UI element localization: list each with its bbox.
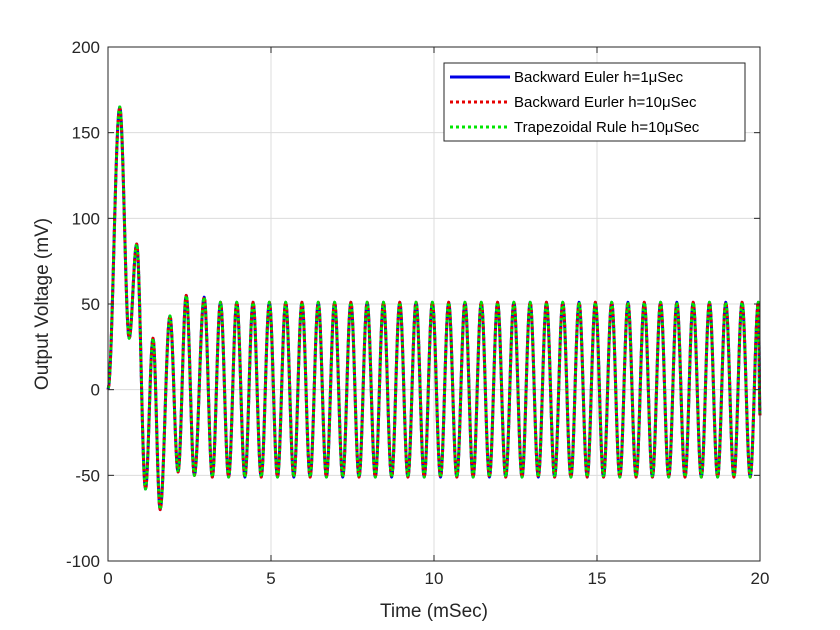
x-tick-label-4: 20 bbox=[751, 569, 770, 588]
legend-entry-trapezoidal-10us: Trapezoidal Rule h=10μSec bbox=[514, 119, 700, 136]
legend-unit-2: μSec bbox=[665, 119, 700, 136]
y-tick-label-1: -50 bbox=[75, 466, 100, 485]
legend-label-1: Backward Eurler h=10 bbox=[514, 94, 662, 111]
legend-label-0: Backward Euler h=1 bbox=[514, 69, 649, 86]
series-line-trapezoidal-10us bbox=[106, 105, 762, 512]
x-tick-label-3: 15 bbox=[588, 569, 607, 588]
y-tick-label-3: 50 bbox=[81, 295, 100, 314]
y-tick-label-4: 100 bbox=[72, 209, 100, 228]
x-tick-label-0: 0 bbox=[103, 569, 112, 588]
x-axis-label: Time (mSec) bbox=[380, 601, 488, 622]
legend: Backward Euler h=1μSec Backward Eurler h… bbox=[443, 62, 746, 142]
x-tick-label-1: 5 bbox=[266, 569, 275, 588]
legend-label-2: Trapezoidal Rule h=10 bbox=[514, 119, 665, 136]
series-layer bbox=[106, 105, 762, 512]
y-tick-label-6: 200 bbox=[72, 38, 100, 57]
legend-unit-0: μSec bbox=[649, 69, 684, 86]
y-tick-label-5: 150 bbox=[72, 124, 100, 143]
ticks bbox=[107, 46, 761, 562]
x-tick-label-2: 10 bbox=[425, 569, 444, 588]
y-axis-label: Output Voltage (mV) bbox=[32, 218, 53, 390]
y-tick-label-0: -100 bbox=[66, 552, 100, 571]
legend-unit-1: μSec bbox=[662, 94, 697, 111]
tick-labels: 0 5 10 15 20 -100 -50 0 50 100 150 200 bbox=[66, 38, 769, 588]
y-tick-label-2: 0 bbox=[91, 381, 100, 400]
legend-entry-backward-eurler-10us: Backward Eurler h=10μSec bbox=[514, 94, 697, 111]
legend-entry-backward-euler-1us: Backward Euler h=1μSec bbox=[514, 69, 684, 86]
